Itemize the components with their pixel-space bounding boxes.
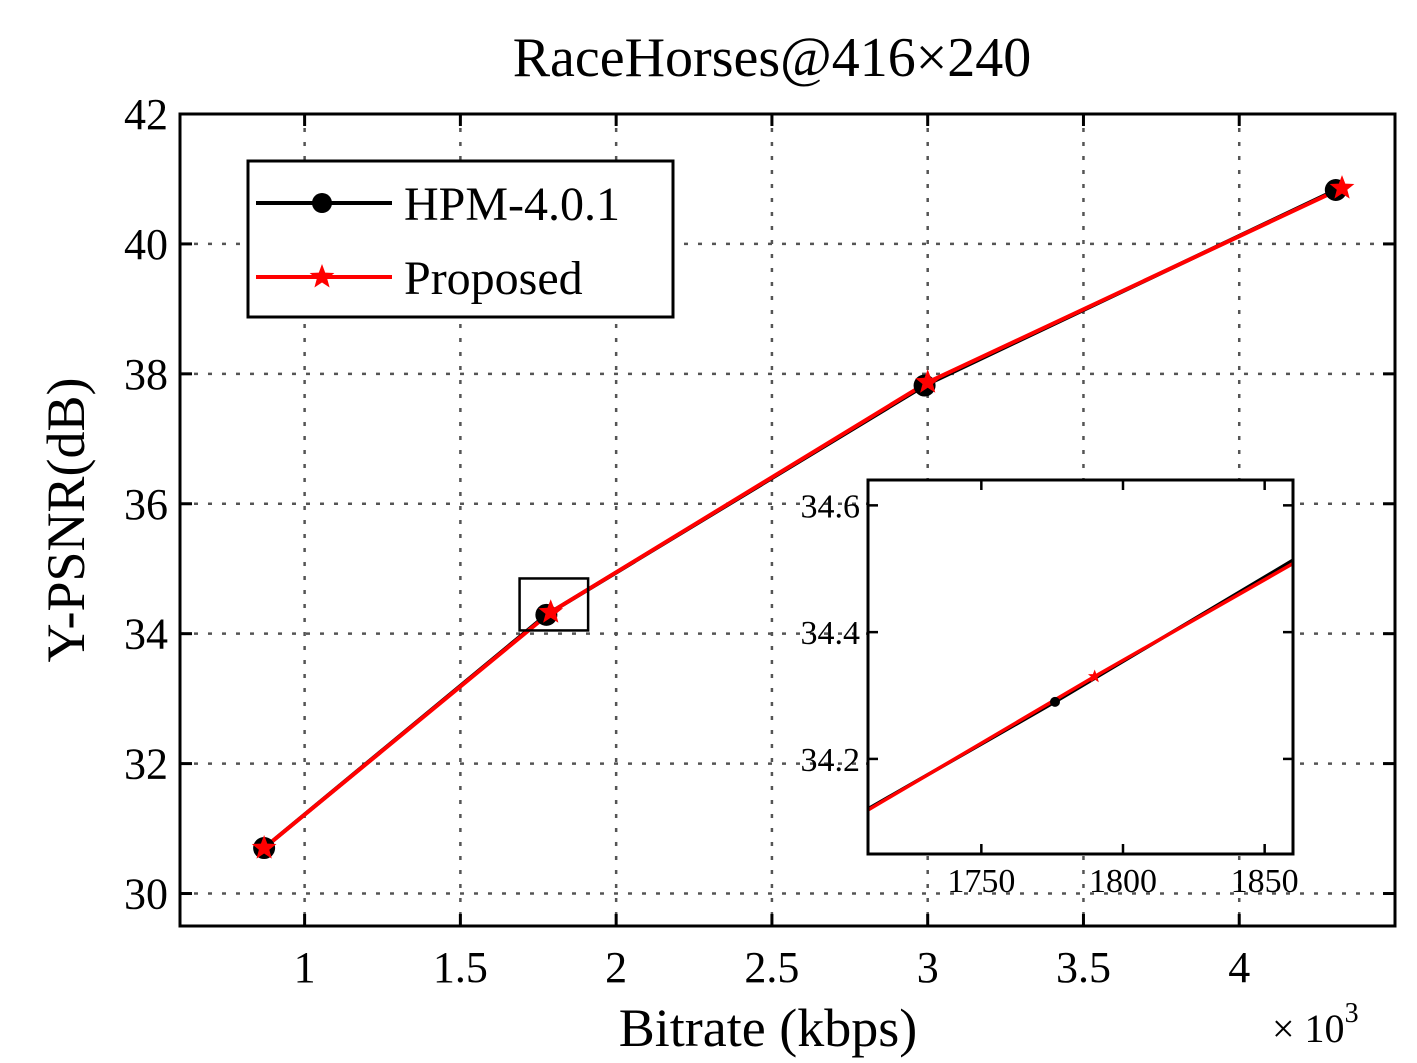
data-point-proposed (251, 835, 277, 859)
inset-series (868, 558, 1293, 813)
y-tick-label: 40 (124, 220, 168, 269)
x-multiplier-exponent: 3 (1345, 998, 1359, 1029)
x-multiplier: × 103 (1272, 998, 1359, 1051)
data-point-proposed (538, 599, 564, 623)
legend: HPM-4.0.1 Proposed (246, 159, 675, 319)
x-tick-label: 1.5 (433, 943, 488, 992)
main-ticks: 1 1.5 2 2.5 3 3.5 4 30 32 34 36 38 40 42 (124, 90, 1395, 992)
y-tick-label: 32 (124, 740, 168, 789)
x-tick-label: 1 (294, 943, 316, 992)
legend-label-hpm: HPM-4.0.1 (404, 178, 620, 231)
x-tick-label: 2.5 (744, 943, 799, 992)
y-tick-label: 36 (124, 480, 168, 529)
inset-background (868, 480, 1293, 854)
legend-marker-hpm (312, 193, 332, 213)
zoom-box (518, 577, 590, 632)
y-axis-label: Y-PSNR(dB) (36, 377, 96, 662)
inset-y-tick-label: 34.2 (801, 742, 861, 779)
inset-frame (866, 478, 1295, 856)
inset-x-tick-label: 1750 (947, 863, 1015, 900)
x-tick-label: 3.5 (1056, 943, 1111, 992)
inset-x-tick-label: 1850 (1231, 863, 1299, 900)
x-tick-label: 3 (917, 943, 939, 992)
legend-label-proposed: Proposed (404, 252, 583, 305)
series-line-proposed (262, 186, 1343, 850)
x-multiplier-base: × 10 (1272, 1006, 1345, 1051)
inset-ticks: 1750 1800 1850 34.2 34.4 34.6 (801, 480, 1299, 900)
inset-y-tick-label: 34.4 (801, 615, 861, 652)
inset-x-tick-label: 1800 (1089, 863, 1157, 900)
data-point-proposed (915, 369, 941, 393)
y-tick-label: 38 (124, 350, 168, 399)
x-tick-label: 4 (1228, 943, 1250, 992)
inset-data-point-proposed (1088, 669, 1102, 683)
inset-y-tick-label: 34.6 (801, 488, 861, 525)
inset-chart: 1750 1800 1850 34.2 34.4 34.6 (801, 478, 1299, 900)
legend-marker-proposed (309, 264, 335, 288)
main-series (251, 175, 1355, 860)
chart-title: RaceHorses@416×240 (513, 27, 1032, 89)
main-plot-frame (178, 112, 1397, 928)
y-tick-label: 34 (124, 610, 168, 659)
legend-box (246, 159, 675, 319)
x-tick-label: 2 (605, 943, 627, 992)
y-tick-label: 30 (124, 870, 168, 919)
inset-data-point-hpm (1050, 696, 1060, 707)
x-axis-label: Bitrate (kbps) (619, 998, 917, 1058)
y-tick-label: 42 (124, 90, 168, 139)
data-point-proposed (1329, 175, 1355, 199)
